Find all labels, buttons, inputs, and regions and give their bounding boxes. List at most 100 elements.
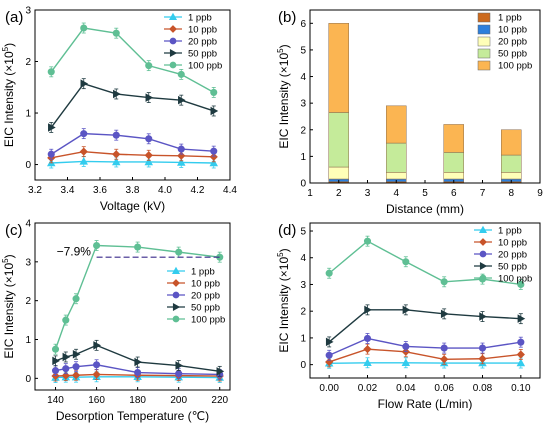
series-line <box>328 348 521 363</box>
data-point <box>80 79 89 88</box>
y-tick-label: 1 <box>300 152 306 163</box>
data-point <box>47 68 55 76</box>
x-tick-label: 3 <box>365 188 371 199</box>
data-point <box>440 309 449 319</box>
panel-label: (b) <box>278 9 296 26</box>
data-point <box>325 351 333 359</box>
data-point <box>177 70 185 78</box>
data-point <box>71 371 81 380</box>
data-point <box>79 157 88 165</box>
data-point <box>209 158 218 167</box>
legend-marker <box>172 315 180 323</box>
chart-panel: 0.00 0.02 0.04 0.06 0.08 0.10 0 1 2 3 4 5 Flow Rate … <box>276 222 541 411</box>
y-axis-label: EIC Intensity (×105) <box>276 44 291 148</box>
data-point <box>325 269 333 277</box>
series <box>325 304 526 348</box>
x-tick-label: 180 <box>129 395 146 406</box>
legend-label: 1 ppb <box>498 226 522 237</box>
x-tick-label: 5 <box>422 188 428 199</box>
legend-swatch <box>477 48 491 59</box>
data-point <box>210 88 218 96</box>
x-tick-label: 140 <box>47 395 64 406</box>
data-point <box>72 295 80 303</box>
bar-segment <box>443 172 464 180</box>
y-tick-label: 0 <box>25 374 31 385</box>
series <box>47 146 218 164</box>
bar-segment <box>328 23 349 113</box>
x-axis-label: Distance (mm) <box>386 202 464 216</box>
x-tick-label: 7 <box>480 188 486 199</box>
legend-label: 100 ppb <box>191 315 225 326</box>
legend-label: 50 ppb <box>498 262 527 273</box>
legend-swatch <box>477 24 491 35</box>
x-tick-label: 3.6 <box>93 185 107 196</box>
data-point <box>112 150 121 159</box>
x-tick-label: 0.10 <box>511 383 531 394</box>
data-point <box>440 344 448 352</box>
data-point <box>210 147 218 155</box>
annotation-text: −7.9% <box>57 245 92 259</box>
data-point <box>402 342 410 351</box>
data-point <box>363 334 372 343</box>
legend-label: 50 ppb <box>498 49 527 60</box>
series-line <box>51 160 214 164</box>
data-point <box>80 130 88 138</box>
data-point <box>363 345 372 354</box>
legend-label: 10 ppb <box>498 25 527 36</box>
data-point <box>145 135 153 143</box>
y-tick-label: 1 <box>300 333 306 344</box>
series <box>51 240 224 355</box>
x-tick-label: 0.08 <box>473 383 493 394</box>
data-point <box>112 29 120 37</box>
legend-label: 1 ppb <box>498 13 522 24</box>
legend-marker <box>479 250 487 258</box>
bar-segment <box>443 152 464 173</box>
y-axis-label: EIC Intensity (×105) <box>1 254 16 358</box>
y-tick-label: 5 <box>300 45 306 56</box>
y-tick-label: 4 <box>25 219 31 230</box>
data-point <box>210 106 219 116</box>
y-tick-label: 5 <box>300 227 306 238</box>
legend-swatch <box>477 36 491 47</box>
panel-label: (a) <box>5 9 23 26</box>
data-point <box>479 312 487 321</box>
data-point <box>144 157 153 166</box>
data-point <box>93 341 102 350</box>
data-point <box>112 131 120 139</box>
y-tick-label: 1 <box>25 335 31 346</box>
x-tick-label: 4 <box>393 188 399 199</box>
series-line <box>328 309 521 343</box>
y-tick-label: 3 <box>25 6 31 17</box>
data-point <box>145 62 153 70</box>
legend-marker <box>169 37 177 45</box>
series <box>48 78 219 133</box>
legend-label: 50 ppb <box>191 303 220 314</box>
series <box>325 235 525 290</box>
series-line <box>329 362 521 365</box>
y-tick-label: 2 <box>300 125 306 136</box>
data-point <box>47 150 55 158</box>
data-point <box>80 24 88 32</box>
legend-swatch <box>477 12 491 23</box>
legend-marker <box>169 61 177 69</box>
bar-segment <box>328 166 349 180</box>
legend-marker <box>172 291 180 299</box>
legend-label: 20 ppb <box>191 291 220 302</box>
x-axis-label: Voltage (kV) <box>100 199 165 213</box>
bar-segment <box>386 105 407 144</box>
series <box>325 343 525 368</box>
data-point <box>216 367 225 376</box>
data-point <box>517 314 526 323</box>
series <box>47 22 218 98</box>
y-tick-label: 2 <box>300 307 306 318</box>
legend-swatch <box>477 60 491 71</box>
legend-label: 10 ppb <box>498 238 527 249</box>
legend-label: 100 ppb <box>188 61 222 72</box>
series-line <box>50 27 215 94</box>
legend-marker <box>169 25 177 33</box>
x-tick-label: 0.04 <box>396 383 416 394</box>
